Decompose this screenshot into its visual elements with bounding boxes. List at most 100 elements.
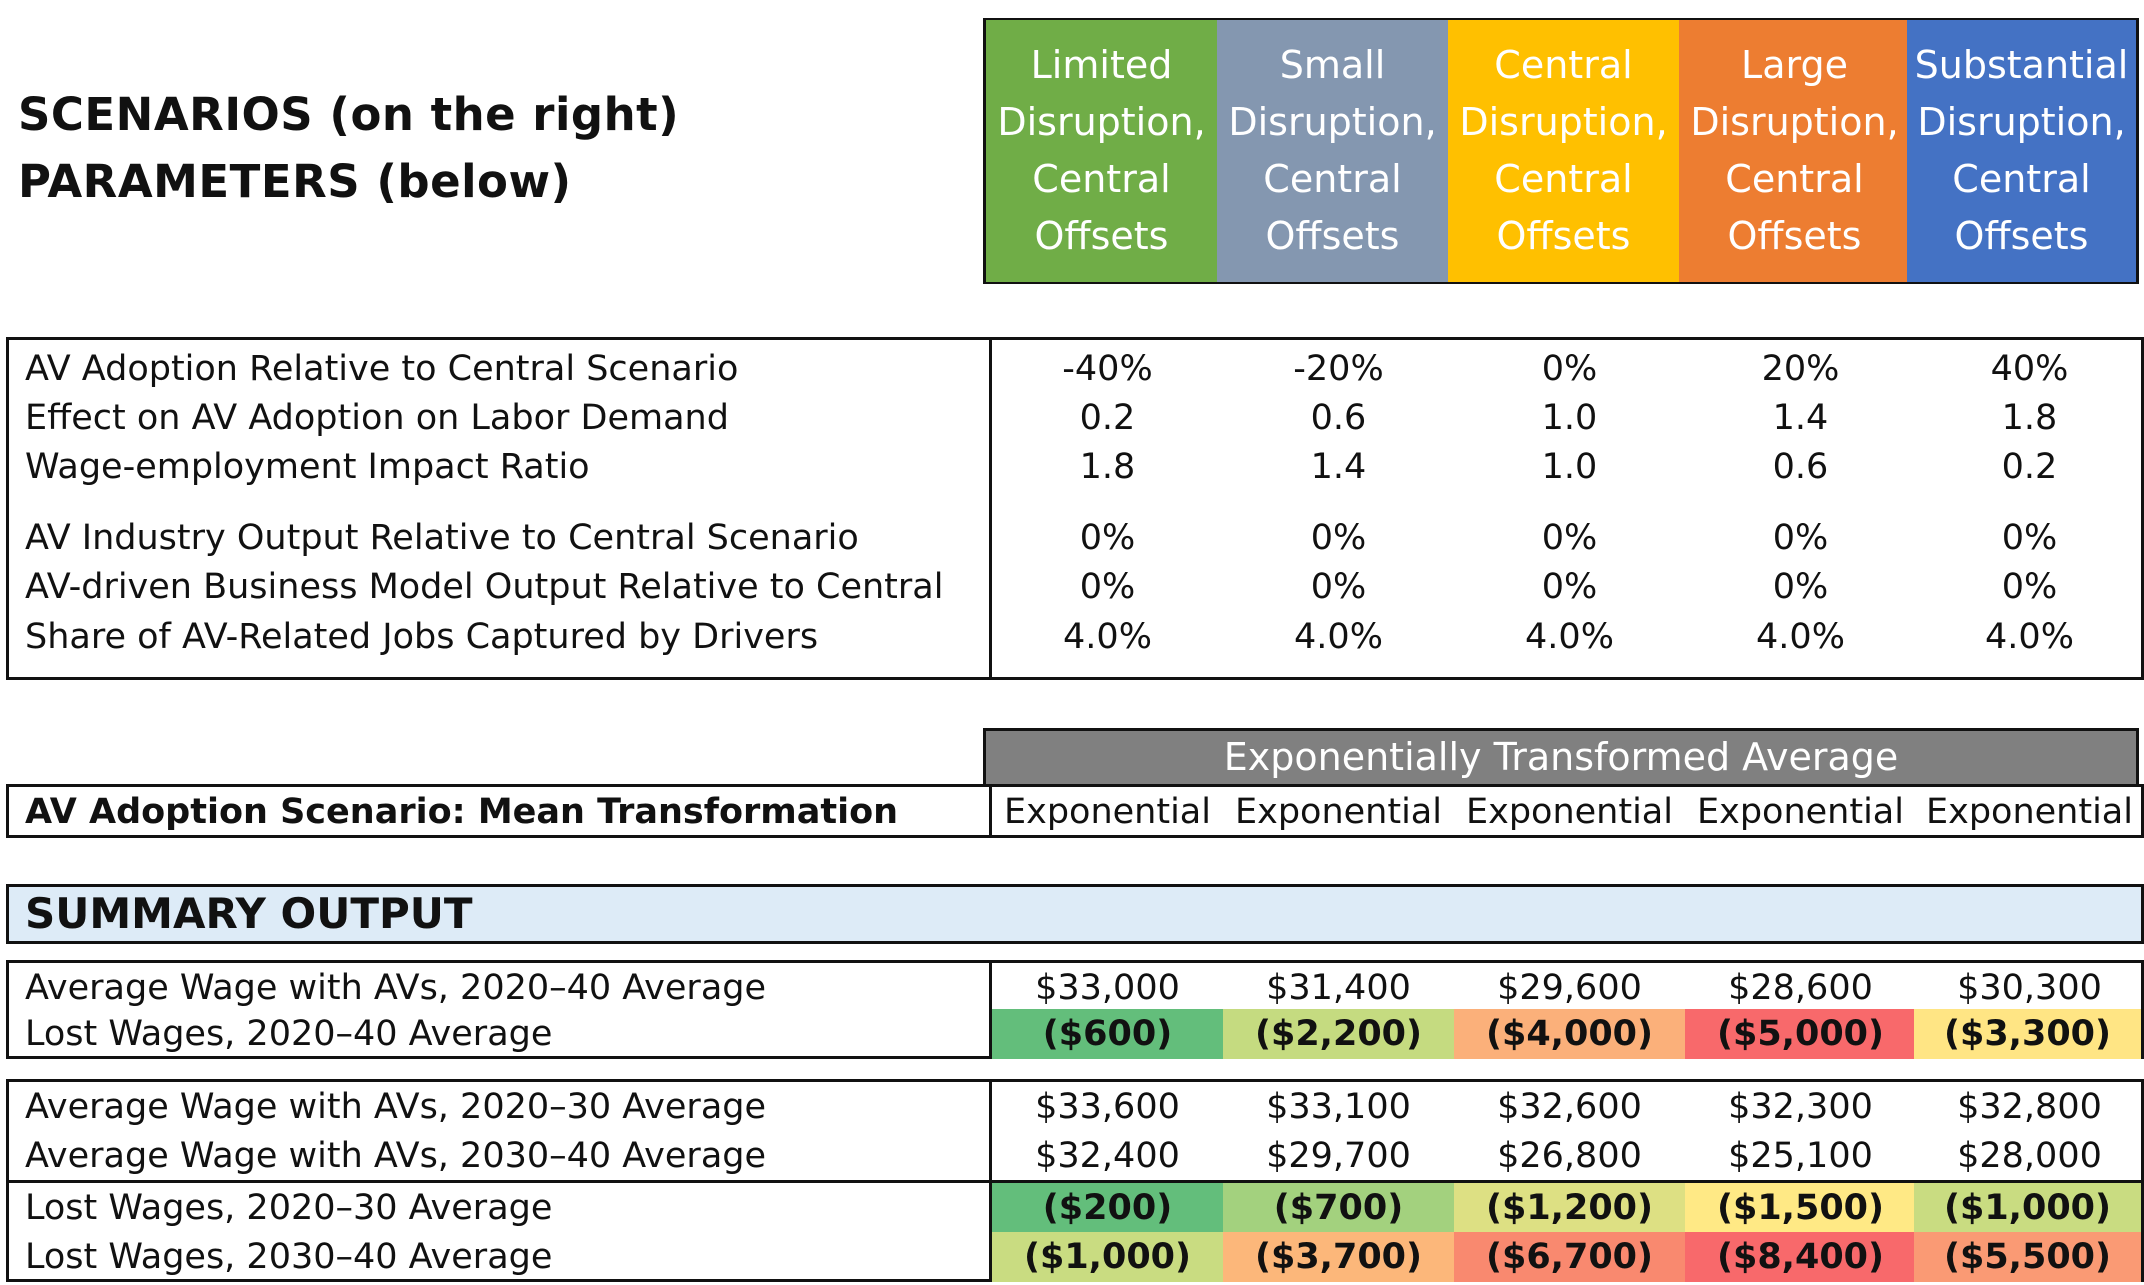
row-divider: [9, 1180, 2141, 1183]
summary-label: Lost Wages, 2020–30 Average: [25, 1188, 553, 1228]
lost-wage-value: ($3,700): [1223, 1232, 1454, 1282]
param-value: 4.0%: [1063, 617, 1152, 657]
summary-heading-bar: SUMMARY OUTPUT: [6, 884, 2144, 944]
param-row: AV-driven Business Model Output Relative…: [9, 562, 2144, 612]
param-row: AV Industry Output Relative to Central S…: [9, 513, 2144, 563]
summary-row: Lost Wages, 2020–30 Average ($200) ($700…: [9, 1183, 2144, 1233]
scenario-header-central: Central Disruption, Central Offsets: [1448, 20, 1679, 282]
param-label: Wage-employment Impact Ratio: [25, 447, 590, 487]
summary-value: $32,600: [1497, 1087, 1642, 1127]
parameters-title: PARAMETERS (below): [18, 155, 572, 208]
param-value: 0.6: [1772, 447, 1829, 487]
param-label: AV-driven Business Model Output Relative…: [25, 567, 944, 607]
param-value: 0.6: [1310, 398, 1367, 438]
param-label: AV Adoption Relative to Central Scenario: [25, 349, 739, 389]
summary-value: $33,000: [1035, 968, 1180, 1008]
scenario-header-limited: Limited Disruption, Central Offsets: [986, 20, 1217, 282]
lost-wage-value: ($4,000): [1454, 1009, 1685, 1059]
summary-value: $29,600: [1497, 968, 1642, 1008]
transform-value: Exponential: [1926, 792, 2133, 832]
param-row: Wage-employment Impact Ratio 1.8 1.4 1.0…: [9, 442, 2144, 492]
transform-value: Exponential: [1235, 792, 1442, 832]
lost-wage-value: ($700): [1223, 1183, 1454, 1233]
param-value: 0%: [1772, 567, 1829, 607]
lost-wage-value: ($8,400): [1685, 1232, 1916, 1282]
transform-value: Exponential: [1004, 792, 1211, 832]
lost-wage-value: ($200): [992, 1183, 1223, 1233]
summary-value: $32,800: [1957, 1087, 2102, 1127]
lost-wage-value: ($1,000): [1914, 1183, 2141, 1233]
param-value: 0%: [1310, 567, 1367, 607]
summary-row: Lost Wages, 2020–40 Average ($600) ($2,2…: [9, 1009, 2144, 1059]
param-row: AV Adoption Relative to Central Scenario…: [9, 344, 2144, 394]
lost-wage-value: ($1,500): [1685, 1183, 1916, 1233]
param-value: 0%: [1772, 518, 1829, 558]
lost-wage-value: ($2,200): [1223, 1009, 1454, 1059]
summary-row: Lost Wages, 2030–40 Average ($1,000) ($3…: [9, 1232, 2144, 1282]
lost-wage-value: ($1,000): [992, 1232, 1223, 1282]
param-value: 4.0%: [1525, 617, 1614, 657]
scenarios-title: SCENARIOS (on the right): [18, 88, 680, 141]
transform-table: AV Adoption Scenario: Mean Transformatio…: [6, 784, 2144, 838]
param-value: 20%: [1761, 349, 1840, 389]
transform-label: AV Adoption Scenario: Mean Transformatio…: [25, 792, 899, 832]
summary-row: Average Wage with AVs, 2030–40 Average $…: [9, 1131, 2144, 1181]
summary-heading: SUMMARY OUTPUT: [25, 889, 473, 938]
summary-value: $29,700: [1266, 1136, 1411, 1176]
parameters-table: AV Adoption Relative to Central Scenario…: [6, 337, 2144, 680]
summary-row: Average Wage with AVs, 2020–30 Average $…: [9, 1082, 2144, 1132]
summary-value: $28,600: [1728, 968, 1873, 1008]
summary-value: $26,800: [1497, 1136, 1642, 1176]
scenario-header-substantial: Substantial Disruption, Central Offsets: [1907, 20, 2136, 282]
param-value: 0.2: [1079, 398, 1136, 438]
summary-value: $25,100: [1728, 1136, 1873, 1176]
param-value: 4.0%: [1756, 617, 1845, 657]
lost-wage-value: ($6,700): [1454, 1232, 1685, 1282]
param-value: 1.4: [1310, 447, 1367, 487]
param-value: 0%: [1541, 518, 1598, 558]
param-value: 1.4: [1772, 398, 1829, 438]
param-value: 0%: [2001, 567, 2058, 607]
param-value: 40%: [1990, 349, 2069, 389]
param-value: 1.0: [1541, 447, 1598, 487]
summary-group-2020-40: Average Wage with AVs, 2020–40 Average $…: [6, 960, 2144, 1059]
summary-label: Average Wage with AVs, 2020–40 Average: [25, 968, 767, 1008]
param-label: Effect on AV Adoption on Labor Demand: [25, 398, 729, 438]
scenario-header-small: Small Disruption, Central Offsets: [1217, 20, 1448, 282]
summary-value: $33,100: [1266, 1087, 1411, 1127]
param-value: 0%: [1079, 518, 1136, 558]
summary-group-decades: Average Wage with AVs, 2020–30 Average $…: [6, 1079, 2144, 1282]
param-value: -20%: [1293, 349, 1384, 389]
param-value: -40%: [1062, 349, 1153, 389]
param-value: 1.8: [1079, 447, 1136, 487]
param-value: 0%: [1079, 567, 1136, 607]
summary-row: Average Wage with AVs, 2020–40 Average $…: [9, 963, 2144, 1013]
summary-value: $30,300: [1957, 968, 2102, 1008]
transform-banner: Exponentially Transformed Average: [983, 728, 2139, 784]
param-row: Effect on AV Adoption on Labor Demand 0.…: [9, 393, 2144, 443]
param-value: 0%: [2001, 518, 2058, 558]
summary-value: $32,300: [1728, 1087, 1873, 1127]
param-value: 0%: [1541, 567, 1598, 607]
transform-value: Exponential: [1697, 792, 1904, 832]
param-row: Share of AV-Related Jobs Captured by Dri…: [9, 612, 2144, 662]
lost-wage-value: ($1,200): [1454, 1183, 1685, 1233]
lost-wage-value: ($3,300): [1914, 1009, 2141, 1059]
param-label: Share of AV-Related Jobs Captured by Dri…: [25, 617, 819, 657]
summary-label: Lost Wages, 2030–40 Average: [25, 1237, 553, 1277]
scenario-header-frame: [983, 18, 2139, 284]
summary-label: Average Wage with AVs, 2020–30 Average: [25, 1087, 767, 1127]
param-label: AV Industry Output Relative to Central S…: [25, 518, 859, 558]
summary-label: Average Wage with AVs, 2030–40 Average: [25, 1136, 767, 1176]
param-value: 0%: [1541, 349, 1598, 389]
summary-label: Lost Wages, 2020–40 Average: [25, 1014, 553, 1054]
summary-value: $28,000: [1957, 1136, 2102, 1176]
lost-wage-value: ($5,000): [1685, 1009, 1916, 1059]
param-value: 1.8: [2001, 398, 2058, 438]
lost-wage-value: ($600): [992, 1009, 1223, 1059]
param-value: 0%: [1310, 518, 1367, 558]
column-divider: [989, 340, 992, 677]
summary-value: $33,600: [1035, 1087, 1180, 1127]
column-divider: [989, 963, 992, 1056]
lost-wage-value: ($5,500): [1914, 1232, 2141, 1282]
